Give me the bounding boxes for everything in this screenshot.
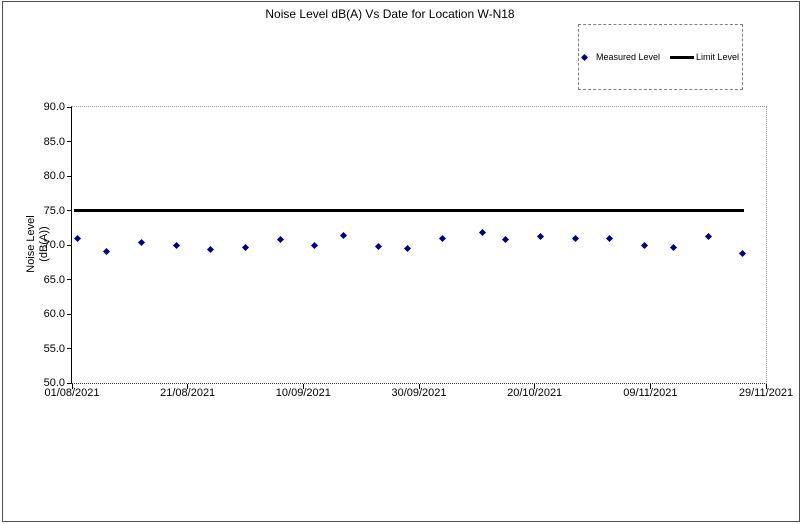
plot-area: 50.0 55.0 60.0 65.0 70.0 75.0 80.0 85.0 90.0 01/0… [44, 101, 794, 399]
y-axis-tick-label: 90.0 [43, 101, 65, 113]
measured-level-point [103, 248, 111, 256]
y-axis-tick-label: 60.0 [43, 308, 65, 320]
y-axis-tick-label: 85.0 [43, 135, 65, 148]
legend-label-limit: Limit Level [696, 52, 740, 62]
x-axis-tick-label: 21/08/2021 [160, 387, 216, 399]
y-axis-tick [67, 244, 71, 246]
limit-level-line [74, 209, 744, 212]
measured-level-point [374, 242, 383, 250]
x-axis-tick-label: 09/11/2021 [623, 387, 678, 399]
measured-level-point [311, 241, 319, 249]
legend-item-measured: Measured Level [580, 52, 660, 62]
y-axis-tick [67, 382, 71, 384]
measured-level-point [704, 233, 712, 241]
y-axis-tick-label: 80.0 [43, 170, 65, 182]
y-axis-tick [67, 175, 71, 177]
measured-level-point [241, 244, 250, 252]
x-axis-tick-label: 10/09/2021 [275, 387, 331, 399]
x-axis-tick-label: 29/11/2021 [738, 387, 794, 399]
y-axis-tick [67, 313, 71, 315]
y-axis-tick-label: 55.0 [43, 342, 65, 355]
measured-level-point [536, 233, 544, 241]
x-axis-tick [302, 384, 304, 389]
measured-diamond-icon [580, 53, 588, 61]
measured-level-point [207, 245, 215, 253]
y-axis-tick [67, 348, 71, 349]
x-axis-tick-label: 01/08/2021 [44, 387, 100, 399]
y-axis-tick [67, 106, 71, 108]
measured-level-point [340, 231, 348, 239]
legend-item-limit: Limit Level [670, 52, 739, 62]
measured-level-point [403, 244, 411, 252]
x-axis-tick [187, 384, 189, 389]
y-axis-tick [67, 141, 71, 142]
x-axis-tick [649, 384, 651, 389]
y-axis-tick [67, 279, 71, 280]
x-axis-tick-label: 20/10/2021 [507, 387, 563, 399]
limit-line-icon [670, 55, 694, 59]
measured-level-point [739, 250, 747, 258]
measured-level-point [137, 238, 145, 246]
measured-level-point [502, 235, 510, 244]
x-axis-tick-label: 30/09/2021 [391, 387, 447, 399]
measured-level-point [276, 235, 284, 244]
y-axis-tick-label: 75.0 [43, 204, 65, 217]
chart-title: Noise Level dB(A) Vs Date for Location W… [265, 7, 515, 21]
measured-level-point [74, 235, 82, 243]
y-axis-tick-label: 70.0 [43, 239, 65, 251]
measured-level-point [669, 244, 677, 252]
y-axis-tick [67, 210, 71, 211]
measured-level-point [641, 241, 649, 249]
x-axis-tick [418, 384, 420, 389]
measured-level-point [479, 229, 487, 237]
measured-level-point [438, 234, 446, 242]
measured-level-point [571, 234, 579, 242]
x-axis-tick [765, 384, 767, 389]
x-axis-tick [71, 384, 73, 389]
legend-label-measured: Measured Level [595, 52, 660, 62]
measured-level-point [172, 242, 180, 250]
y-axis-tick-label: 50.0 [43, 377, 65, 389]
measured-level-point [606, 234, 614, 242]
legend: Measured Level Limit Level [578, 24, 743, 90]
y-axis-tick-label: 65.0 [43, 273, 65, 286]
x-axis-tick [534, 384, 536, 389]
